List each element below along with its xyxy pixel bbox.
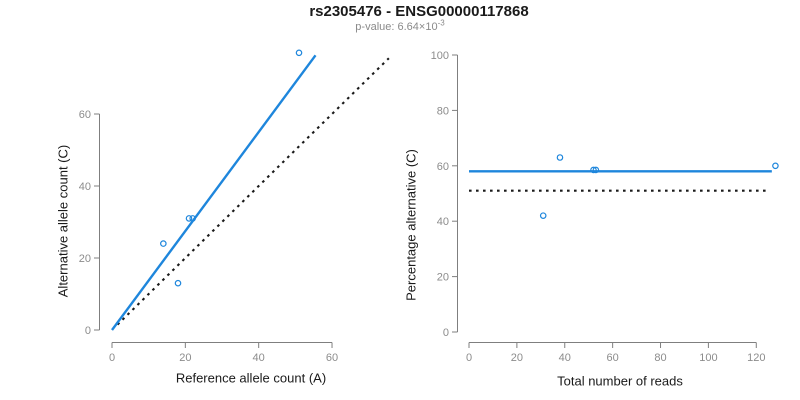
y-tick-label: 40: [79, 181, 91, 193]
x-tick-label: 60: [607, 352, 619, 364]
y-tick-label: 20: [79, 253, 91, 265]
y-tick-label: 20: [437, 272, 449, 284]
data-point: [539, 212, 547, 219]
identity-line: [116, 57, 390, 326]
x-tick-label: 20: [511, 352, 523, 364]
y-tick-label: 40: [437, 216, 449, 228]
y-tick-label: 60: [79, 109, 91, 121]
y-tick-label: 60: [437, 161, 449, 173]
data-point: [295, 49, 303, 57]
y-tick-label: 0: [85, 325, 91, 337]
data-point: [185, 215, 193, 222]
x-tick-label: 40: [559, 352, 571, 364]
x-tick-label: 60: [326, 352, 338, 364]
x-tick-label: 120: [747, 352, 765, 364]
data-point: [174, 279, 182, 287]
pvalue-text: p-value: 6.64×10: [355, 21, 438, 33]
pvalue-subtitle: p-value: 6.64×10-3: [355, 18, 445, 33]
x-tick-label: 20: [179, 352, 191, 364]
left-x-axis-title: Reference allele count (A): [175, 370, 327, 386]
data-point: [189, 215, 196, 222]
left-y-axis-title: Alternative allele count (C): [55, 144, 71, 298]
data-point: [556, 154, 564, 161]
page-title: rs2305476 - ENSG00000117868: [309, 3, 529, 20]
right-y-axis-title: Percentage alternative (C): [403, 149, 419, 301]
x-tick-label: 100: [699, 352, 717, 364]
pvalue-exponent: -3: [437, 18, 445, 28]
x-tick-label: 40: [253, 352, 265, 364]
x-tick-label: 80: [654, 352, 666, 364]
data-point: [590, 166, 597, 174]
data-point: [592, 166, 600, 174]
regression-line: [111, 54, 317, 331]
x-tick-label: 0: [109, 352, 115, 364]
data-point: [772, 162, 779, 170]
x-tick-label: 0: [466, 352, 472, 364]
y-tick-label: 80: [437, 105, 449, 117]
data-point: [160, 240, 167, 247]
right-x-axis-title: Total number of reads: [557, 373, 683, 389]
y-tick-label: 100: [431, 50, 449, 62]
y-tick-label: 0: [443, 327, 449, 339]
